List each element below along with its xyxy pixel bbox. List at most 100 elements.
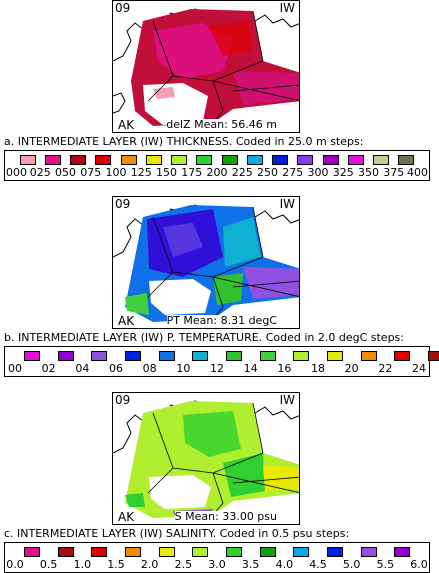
legend-tick-label: 02 [41,362,56,375]
legend-tick-label: 4.5 [309,558,327,571]
coastline [113,8,299,62]
legend-swatch [95,155,112,165]
map-temperature: 09 IW AK PT Mean: 8.31 degC [112,196,300,329]
legend-swatch [145,155,162,165]
legend-tick-label: 4.0 [275,558,294,571]
legend-swatch [322,155,339,165]
legend-tick-label: 08 [142,362,157,375]
legend-swatch [221,155,238,165]
layer-code: IW [279,197,295,211]
legend-tick-label: 16 [277,362,292,375]
region-label: 09 [115,197,131,211]
legend-swatch [225,547,242,557]
legend-swatch [124,351,141,361]
legend-tick-label: 025 [29,166,51,179]
legend-tick-label: 275 [282,166,304,179]
legend-tick-label: 200 [206,166,228,179]
legend-swatch [360,547,377,557]
legend-swatch [259,547,276,557]
legend-swatch [347,155,364,165]
coastline [113,204,299,258]
legend-tick-label: 375 [383,166,405,179]
legend-tick-label: 1.0 [73,558,92,571]
legend-tick-label: 100 [105,166,127,179]
legend-tick-label: 12 [210,362,224,375]
legend-tick-label: 1.5 [107,558,125,571]
color-legend: 0.0 0.5 1.0 1.5 2.0 2.5 3.0 3.5 4.0 4.5 5.0 5.5 6.0 [4,542,430,573]
legend-tick-label: 06 [109,362,123,375]
panel-salinity: 09 IW AK S Mean: 33.00 psu c. INTERMEDIA… [0,392,439,573]
legend-swatch [192,547,209,557]
legend-tick-label: 150 [156,166,177,179]
map-salinity-graphic [113,400,299,521]
legend-swatch [91,351,108,361]
legend-swatch [196,155,213,165]
legend-swatch [158,547,175,557]
panel-thickness: 09 IW AK delZ Mean: 56.46 m a. INTERMEDI… [0,0,439,190]
legend-swatch [394,547,411,557]
legend-swatch [57,351,74,361]
area-label: AK [118,118,135,132]
legend-swatch [158,351,175,361]
mean-stat: delZ Mean: 56.46 m [166,118,277,131]
color-legend: 000 025 050 075 100 125 150 175 200 225 250 275 300 3… [4,150,430,181]
legend-swatch [398,155,415,165]
legend-swatch [326,351,343,361]
legend-swatch [91,547,108,557]
legend-tick-label: 20 [344,362,359,375]
legend-swatch [23,351,40,361]
legend-swatch [259,351,276,361]
legend-tick-label: 175 [181,166,203,179]
legend-swatch [171,155,188,165]
legend-tick-label: 5.0 [342,558,361,571]
grid-lines [147,206,299,320]
legend-swatch [19,155,36,165]
legend-tick-label: 04 [75,362,90,375]
legend-swatch [70,155,87,165]
region-label: 09 [115,393,131,407]
legend-tick-label: 3.0 [208,558,226,571]
caption: c. INTERMEDIATE LAYER (IW) SALINITY. Cod… [4,527,350,540]
legend-swatch [120,155,137,165]
grid-lines [147,402,299,516]
legend-tick-label: 225 [231,166,253,179]
legend-swatch [373,155,390,165]
legend-swatch [272,155,289,165]
color-legend: 00 02 04 06 08 10 12 14 16 18 20 22 24 [4,346,439,377]
legend-swatch [297,155,314,165]
area-label: AK [118,314,135,328]
legend-tick-label: 125 [130,166,152,179]
caption: a. INTERMEDIATE LAYER (IW) THICKNESS. Co… [4,135,364,148]
legend-tick-label: 6.0 [410,558,428,571]
legend-swatch [44,155,61,165]
legend-tick-label: 18 [311,362,325,375]
legend-tick-label: 075 [80,166,102,179]
legend-tick-label: 00 [8,362,22,375]
map-temperature-graphic [113,204,299,322]
legend-tick-label: 22 [378,362,393,375]
map-thickness: 09 IW AK delZ Mean: 56.46 m [112,0,300,133]
legend-swatch [192,351,209,361]
legend-tick-label: 2.5 [174,558,193,571]
legend-tick-label: 000 [6,166,27,179]
legend-swatch [225,351,242,361]
caption: b. INTERMEDIATE LAYER (IW) P. TEMPERATUR… [4,331,404,344]
legend-swatch [124,547,141,557]
area-label: AK [118,510,135,524]
legend-swatch [293,547,310,557]
legend-swatch [23,547,40,557]
legend-tick-label: 325 [332,166,354,179]
legend-swatch [427,351,439,361]
map-thickness-graphic [113,8,299,126]
ice-region [149,475,211,509]
legend-tick-label: 250 [257,166,278,179]
legend-swatch [293,351,310,361]
legend-tick-label: 14 [243,362,258,375]
legend-swatch [246,155,263,165]
legend-tick-label: 350 [358,166,379,179]
legend-tick-label: 3.5 [241,558,260,571]
mean-stat: PT Mean: 8.31 degC [166,314,277,327]
legend-swatch [360,351,377,361]
legend-tick-label: 0.0 [6,558,24,571]
legend-tick-label: 050 [55,166,76,179]
